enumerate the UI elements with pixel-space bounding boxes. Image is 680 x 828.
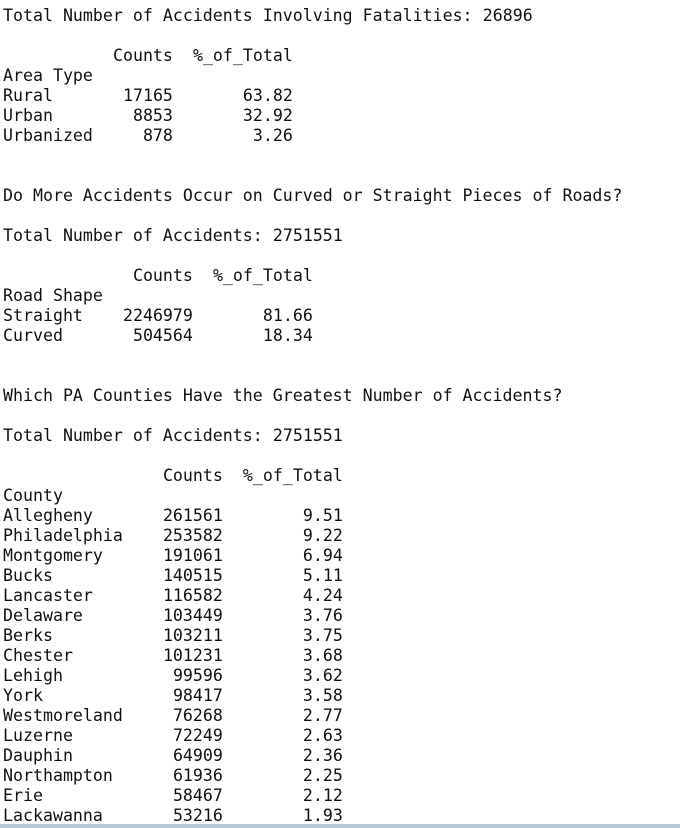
row-label: Luzerne xyxy=(3,726,73,745)
index-name: Road Shape xyxy=(3,286,103,305)
percent-cell: 4.24 xyxy=(302,586,343,605)
count-cell: 64909 xyxy=(172,746,223,765)
row-label: Delaware xyxy=(3,606,83,625)
row-label: York xyxy=(3,686,43,705)
row-label: Bucks xyxy=(3,566,53,585)
percent-cell: 81.66 xyxy=(262,306,313,325)
row-label: Erie xyxy=(3,786,43,805)
count-cell: 191061 xyxy=(162,546,223,565)
row-label: Lackawanna xyxy=(3,806,103,825)
row-label: Montgomery xyxy=(3,546,103,565)
count-cell: 8853 xyxy=(132,106,173,125)
percent-cell: 1.93 xyxy=(302,806,343,825)
index-name: Area Type xyxy=(3,66,93,85)
row-label: Berks xyxy=(3,626,53,645)
row-label: Straight xyxy=(3,306,83,325)
column-header: %_of_Total xyxy=(242,466,343,485)
count-cell: 17165 xyxy=(122,86,173,105)
row-label: Philadelphia xyxy=(3,526,123,545)
column-header: %_of_Total xyxy=(212,266,313,285)
window-border xyxy=(0,824,680,828)
percent-cell: 9.51 xyxy=(302,506,343,525)
count-cell: 261561 xyxy=(162,506,223,525)
percent-cell: 6.94 xyxy=(302,546,343,565)
count-cell: 2246979 xyxy=(122,306,193,325)
total-label: Total Number of Accidents: xyxy=(3,426,263,445)
row-label: Urban xyxy=(3,106,53,125)
count-cell: 878 xyxy=(142,126,173,145)
row-label: Dauphin xyxy=(3,746,73,765)
count-cell: 53216 xyxy=(172,806,223,825)
row-label: Urbanized xyxy=(3,126,93,145)
percent-cell: 3.75 xyxy=(302,626,343,645)
row-label: Rural xyxy=(3,86,53,105)
total-label: Total Number of Accidents Involving Fata… xyxy=(3,6,473,25)
row-label: Westmoreland xyxy=(3,706,123,725)
count-cell: 72249 xyxy=(172,726,223,745)
row-label: Chester xyxy=(3,646,73,665)
count-cell: 58467 xyxy=(172,786,223,805)
percent-cell: 3.62 xyxy=(302,666,343,685)
percent-cell: 63.82 xyxy=(242,86,293,105)
count-cell: 103211 xyxy=(162,626,223,645)
count-cell: 101231 xyxy=(162,646,223,665)
column-header: Counts xyxy=(162,466,223,485)
count-cell: 98417 xyxy=(172,686,223,705)
count-cell: 99596 xyxy=(172,666,223,685)
percent-cell: 3.26 xyxy=(252,126,293,145)
row-label: Curved xyxy=(3,326,63,345)
row-label: Allegheny xyxy=(3,506,93,525)
total-value: 2751551 xyxy=(272,226,343,245)
percent-cell: 5.11 xyxy=(302,566,343,585)
percent-cell: 3.58 xyxy=(302,686,343,705)
index-name: County xyxy=(3,486,63,505)
total-value: 2751551 xyxy=(272,426,343,445)
column-header: Counts xyxy=(132,266,193,285)
count-cell: 504564 xyxy=(132,326,193,345)
percent-cell: 2.25 xyxy=(302,766,343,785)
percent-cell: 2.63 xyxy=(302,726,343,745)
percent-cell: 32.92 xyxy=(242,106,293,125)
count-cell: 140515 xyxy=(162,566,223,585)
count-cell: 61936 xyxy=(172,766,223,785)
total-value: 26896 xyxy=(482,6,533,25)
count-cell: 116582 xyxy=(162,586,223,605)
percent-cell: 18.34 xyxy=(262,326,313,345)
column-header: %_of_Total xyxy=(192,46,293,65)
row-label: Lancaster xyxy=(3,586,93,605)
column-header: Counts xyxy=(112,46,173,65)
question: Do More Accidents Occur on Curved or Str… xyxy=(3,186,623,205)
row-label: Northampton xyxy=(3,766,113,785)
percent-cell: 3.76 xyxy=(302,606,343,625)
percent-cell: 2.12 xyxy=(302,786,343,805)
count-cell: 253582 xyxy=(162,526,223,545)
percent-cell: 2.77 xyxy=(302,706,343,725)
question: Which PA Counties Have the Greatest Numb… xyxy=(3,386,563,405)
count-cell: 76268 xyxy=(172,706,223,725)
count-cell: 103449 xyxy=(162,606,223,625)
percent-cell: 2.36 xyxy=(302,746,343,765)
total-label: Total Number of Accidents: xyxy=(3,226,263,245)
percent-cell: 3.68 xyxy=(302,646,343,665)
percent-cell: 9.22 xyxy=(302,526,343,545)
row-label: Lehigh xyxy=(3,666,63,685)
